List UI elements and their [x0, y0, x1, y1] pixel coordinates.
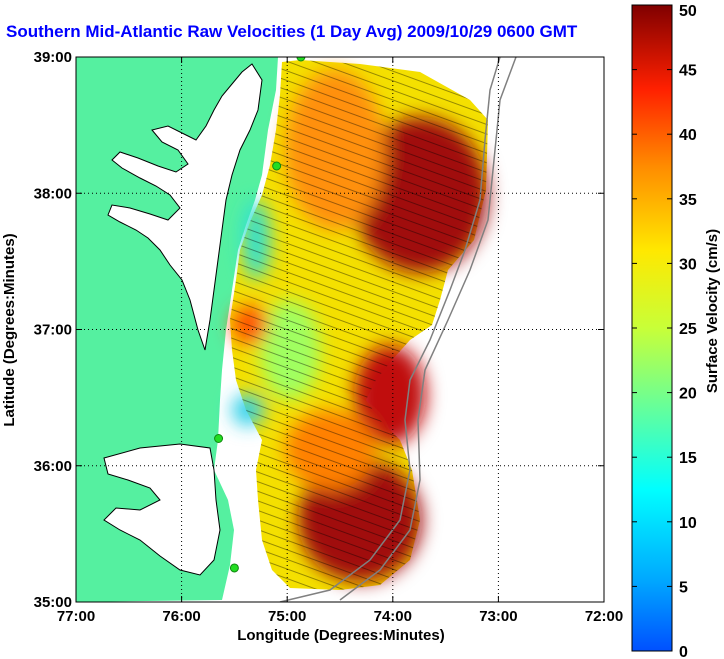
colorbar-tick-label: 20 — [679, 386, 697, 403]
y-axis-label: Latitude (Degrees:Minutes) — [1, 233, 18, 426]
x-tick-label: 76:00 — [162, 608, 200, 625]
bathymetry-contour-2 — [339, 57, 517, 601]
y-tick-label: 39:00 — [34, 49, 72, 66]
colorbar-tick-label: 25 — [679, 321, 697, 338]
colorbar-tick-label: 15 — [679, 450, 697, 467]
x-tick-label: 74:00 — [374, 608, 412, 625]
x-axis-label: Longitude (Degrees:Minutes) — [237, 627, 445, 644]
x-tick-label: 72:00 — [585, 608, 623, 625]
colorbar-tick-label: 0 — [679, 644, 688, 659]
colorbar-label: Surface Velocity (cm/s) — [704, 229, 721, 393]
station-marker — [296, 57, 306, 62]
colorbar-tick-label: 10 — [679, 515, 697, 532]
colorbar-tick-label: 5 — [679, 579, 688, 596]
y-tick-label: 37:00 — [34, 322, 72, 339]
x-tick-label: 73:00 — [479, 608, 517, 625]
bay-water — [107, 63, 263, 351]
colorbar-tick-label: 40 — [679, 127, 697, 144]
grid-lines — [76, 57, 604, 602]
station-marker — [214, 434, 224, 443]
colorbar-tick-label: 50 — [679, 3, 697, 20]
colorbar — [631, 4, 673, 652]
station-marker — [229, 563, 239, 573]
y-tick-label: 35:00 — [34, 594, 72, 611]
y-tick-label: 38:00 — [34, 185, 72, 202]
station-marker — [272, 161, 282, 171]
sound-water — [103, 443, 221, 576]
x-tick-label: 77:00 — [57, 608, 95, 625]
y-tick-label: 36:00 — [34, 458, 72, 475]
bathymetry-contour-1 — [279, 57, 501, 602]
chart-title: Southern Mid-Atlantic Raw Velocities (1 … — [6, 22, 578, 41]
colorbar-tick-label: 35 — [679, 192, 697, 209]
colorbar-tick-label: 45 — [679, 63, 697, 80]
x-tick-label: 75:00 — [268, 608, 306, 625]
colorbar-tick-label: 30 — [679, 256, 697, 273]
velocity-vectors — [230, 60, 488, 590]
